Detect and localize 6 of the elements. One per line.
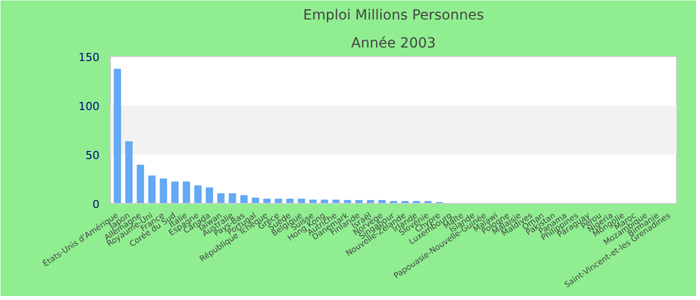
y-tick-label: 150 [78,51,100,64]
y-tick-label: 100 [78,100,100,113]
chart-subtitle: Année 2003 [351,36,436,52]
y-tick-label: 50 [86,149,100,162]
chart-title: Emploi Millions Personnes [303,8,484,24]
y-tick-label: 0 [92,198,100,211]
